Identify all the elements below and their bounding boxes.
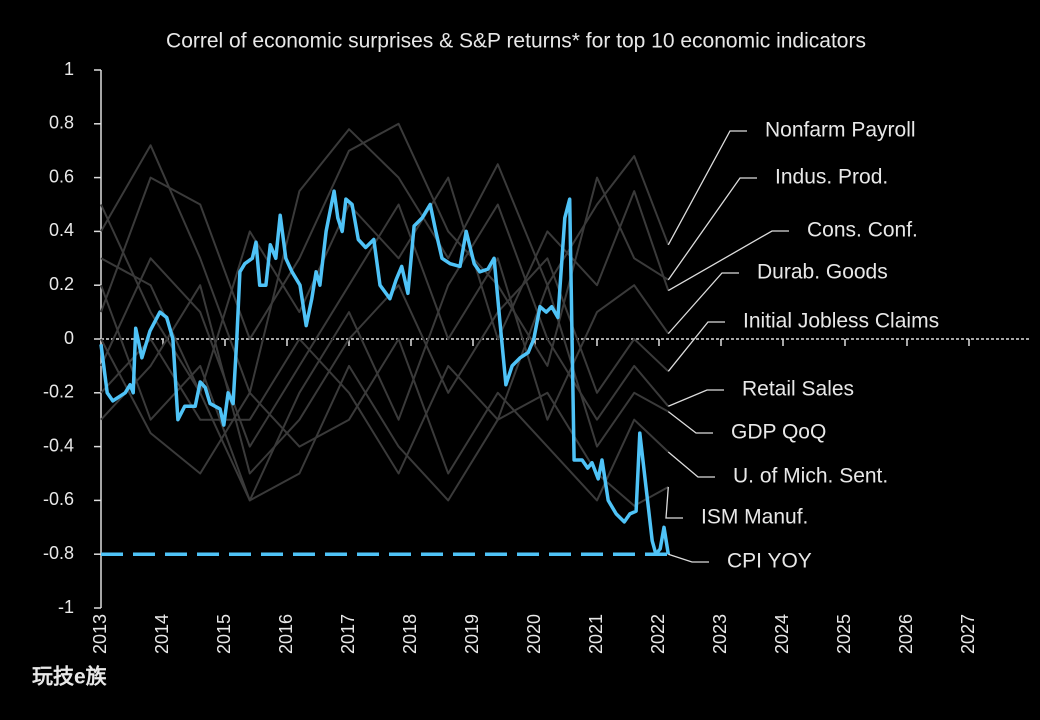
x-tick-label: 2018 [400,614,420,654]
x-tick-label: 2022 [648,614,668,654]
leader-line [667,451,715,478]
watermark: 玩技e族 [32,665,108,689]
leader-line [668,389,724,407]
legend-label: Nonfarm Payroll [765,119,916,142]
legend-label: CPI YOY [727,550,812,573]
leader-line [665,486,683,519]
leader-line [667,321,725,372]
x-tick-label: 2014 [152,614,172,654]
x-tick-label: 2024 [772,614,792,654]
y-tick-label: -0.8 [43,543,74,563]
y-tick-label: -0.4 [43,435,74,455]
x-tick-label: 2026 [896,614,916,654]
y-tick-label: 0.4 [49,220,74,240]
series-line [100,203,670,502]
y-tick-label: -1 [58,597,74,617]
series-line [100,203,670,448]
leader-line [667,177,757,281]
x-tick-label: 2013 [90,614,110,654]
y-tick-label: 0.8 [49,113,74,133]
series-line [100,338,669,502]
legend-label: Indus. Prod. [775,166,888,189]
y-tick-label: -0.6 [43,489,74,509]
x-tick-label: 2025 [834,614,854,654]
legend-label: Cons. Conf. [807,219,918,242]
leader-line [667,272,739,335]
series-line [100,122,669,367]
x-tick-label: 2027 [958,614,978,654]
y-tick-label: 0.2 [49,274,74,294]
series-line [99,189,671,556]
legend-label: Durab. Goods [757,261,888,284]
x-tick-label: 2023 [710,614,730,654]
legend-label: Retail Sales [742,378,854,401]
legend-label: Initial Jobless Claims [743,310,939,333]
y-tick-label: 1 [64,59,74,79]
leader-line [667,230,789,292]
x-tick-label: 2017 [338,614,358,654]
x-tick-label: 2016 [276,614,296,654]
y-tick-label: -0.2 [43,382,74,402]
chart-title: Correl of economic surprises & S&P retur… [166,30,866,53]
y-tick-label: 0.6 [49,166,74,186]
series-line [100,284,669,475]
x-tick-label: 2021 [586,614,606,654]
series-line [100,128,670,394]
legend-label: ISM Manuf. [701,506,808,529]
y-tick-label: 0 [64,328,74,348]
series-line [100,257,669,475]
legend-label: GDP QoQ [731,421,826,444]
x-tick-label: 2015 [214,614,234,654]
leader-line [667,411,713,434]
leader-line [668,553,709,563]
x-tick-label: 2020 [524,614,544,654]
legend-label: U. of Mich. Sent. [733,465,888,488]
leader-line [667,130,747,246]
x-tick-label: 2019 [462,614,482,654]
